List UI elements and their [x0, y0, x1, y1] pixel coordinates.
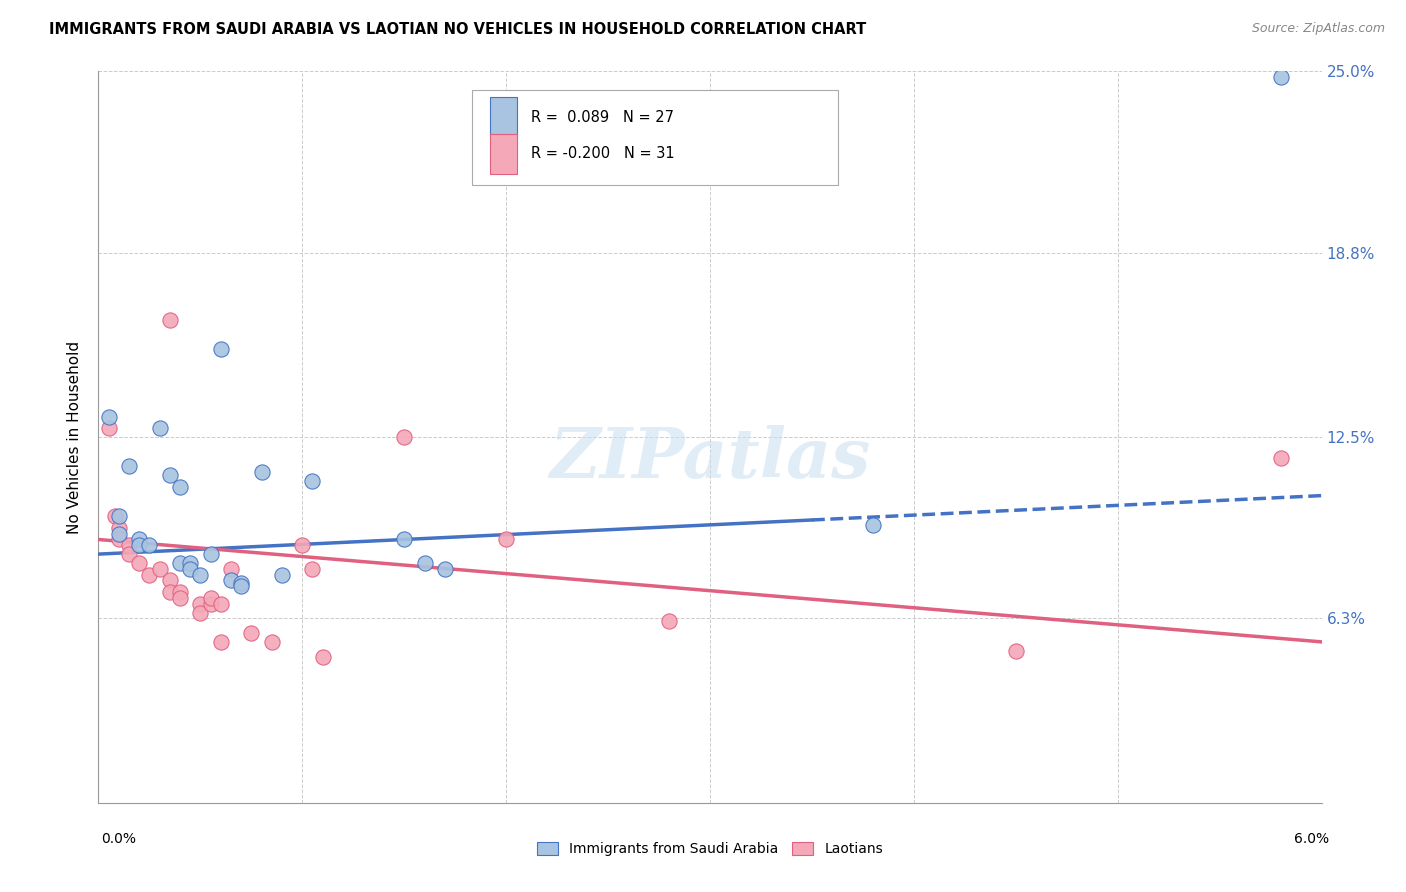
Point [108, 521, 131, 535]
Y-axis label: No Vehicles in Household: No Vehicles in Household [67, 341, 83, 533]
Point [229, 576, 253, 591]
Point [128, 556, 150, 570]
Point [862, 517, 884, 532]
Point [301, 474, 323, 488]
Point [118, 538, 141, 552]
Point [200, 591, 222, 605]
Text: ZIPatlas: ZIPatlas [550, 425, 870, 492]
Point [159, 574, 181, 588]
Point [1270, 450, 1292, 465]
Point [240, 626, 263, 640]
Text: Source: ZipAtlas.com: Source: ZipAtlas.com [1251, 22, 1385, 36]
Point [495, 533, 517, 547]
Point [97, 409, 120, 424]
Point [200, 547, 222, 561]
Point [658, 615, 681, 629]
Point [413, 556, 436, 570]
Point [104, 509, 127, 524]
Point [159, 468, 181, 483]
Bar [471, 89, 838, 185]
Point [108, 526, 131, 541]
Point [219, 562, 242, 576]
Point [138, 538, 160, 552]
Point [128, 538, 150, 552]
Legend: Immigrants from Saudi Arabia, Laotians: Immigrants from Saudi Arabia, Laotians [531, 837, 889, 862]
Point [1270, 70, 1292, 85]
Point [97, 421, 120, 435]
Point [260, 635, 283, 649]
Point [188, 597, 212, 611]
Point [270, 567, 292, 582]
Point [1004, 643, 1026, 657]
Point [128, 533, 150, 547]
Text: 0.0%: 0.0% [101, 832, 136, 846]
Point [169, 480, 191, 494]
Point [179, 562, 201, 576]
Point [159, 313, 181, 327]
Point [209, 343, 232, 357]
Point [250, 465, 273, 479]
Point [392, 533, 416, 547]
Point [169, 591, 191, 605]
Text: R = -0.200   N = 31: R = -0.200 N = 31 [531, 146, 675, 161]
Point [433, 562, 456, 576]
Point [188, 567, 212, 582]
Point [169, 585, 191, 599]
Point [209, 635, 232, 649]
Point [108, 509, 131, 524]
Point [179, 556, 201, 570]
Point [188, 606, 212, 620]
Point [149, 421, 172, 435]
Text: 6.0%: 6.0% [1294, 832, 1329, 846]
Point [311, 649, 335, 664]
Point [118, 547, 141, 561]
Text: R =  0.089   N = 27: R = 0.089 N = 27 [531, 110, 675, 125]
Point [200, 597, 222, 611]
Point [301, 562, 323, 576]
Point [108, 533, 131, 547]
Point [229, 579, 253, 593]
Point [291, 538, 314, 552]
Point [159, 585, 181, 599]
Point [118, 459, 141, 474]
Bar [489, 97, 517, 137]
Point [149, 562, 172, 576]
Point [392, 430, 416, 444]
Point [209, 597, 232, 611]
Text: IMMIGRANTS FROM SAUDI ARABIA VS LAOTIAN NO VEHICLES IN HOUSEHOLD CORRELATION CHA: IMMIGRANTS FROM SAUDI ARABIA VS LAOTIAN … [49, 22, 866, 37]
Point [219, 574, 242, 588]
Point [138, 567, 160, 582]
Point [169, 556, 191, 570]
Bar [489, 134, 517, 174]
